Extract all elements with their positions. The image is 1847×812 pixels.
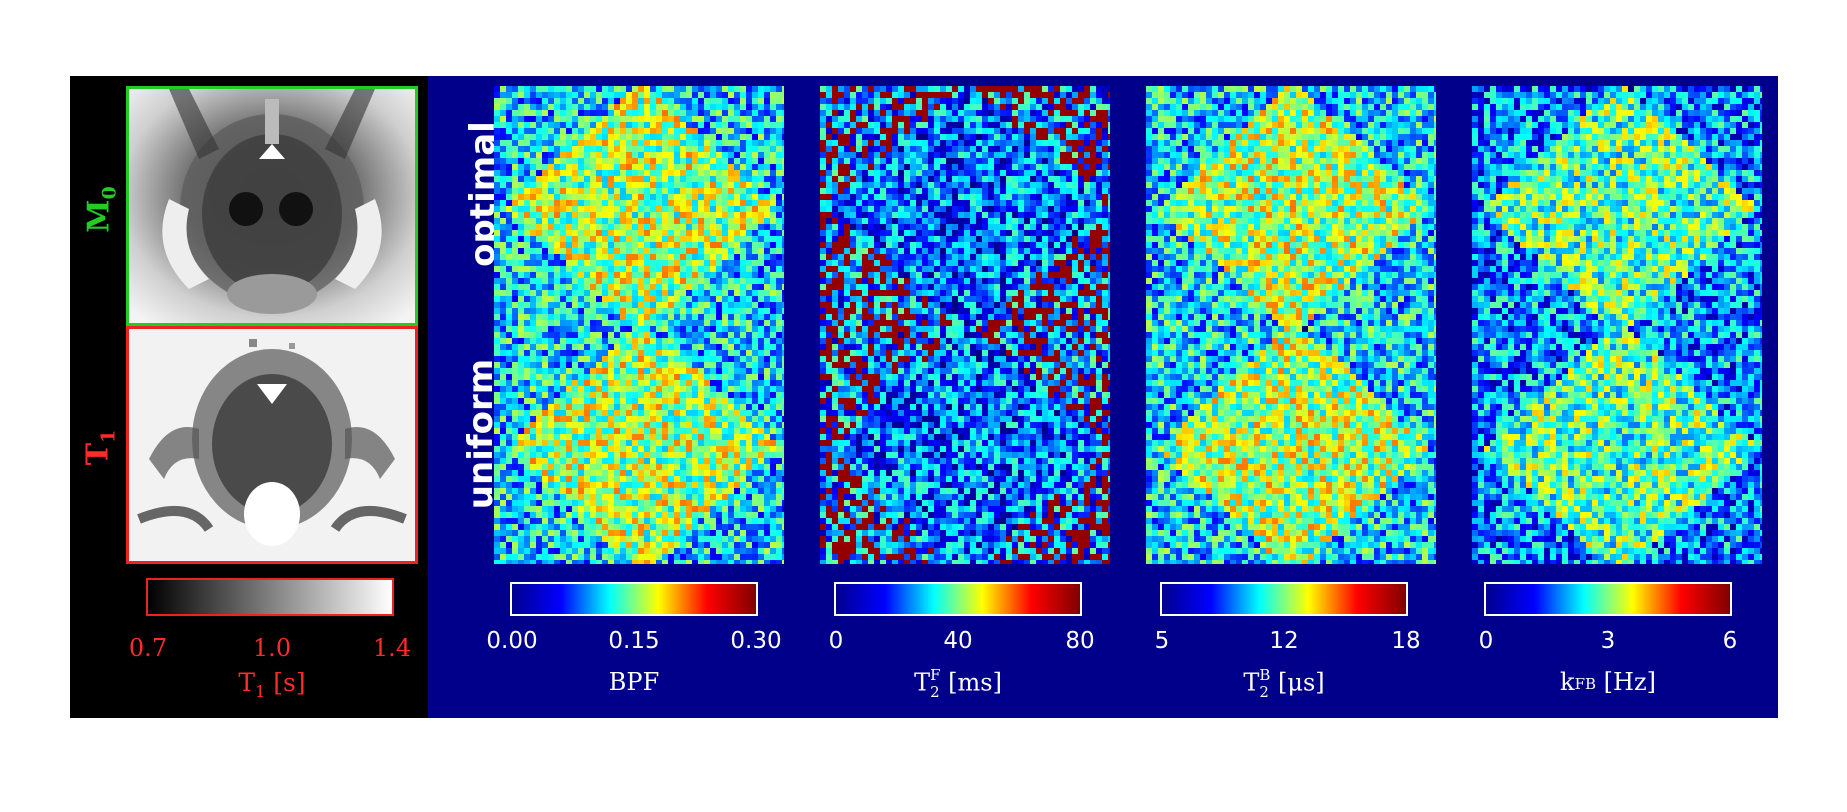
t2f-label-sup: F bbox=[930, 666, 941, 684]
m0-image bbox=[126, 86, 418, 326]
t1-colorbar bbox=[146, 578, 394, 616]
t1-label: T1 bbox=[80, 429, 120, 466]
kfb-colorbar-label: k FB [Hz] bbox=[1560, 668, 1656, 696]
t1-tick-max: 1.4 bbox=[372, 634, 412, 662]
t2b-label-units: [μs] bbox=[1270, 668, 1325, 697]
t2f-tick-0: 0 bbox=[828, 628, 844, 654]
bpf-colorbar-label: BPF bbox=[609, 668, 659, 696]
kfb-tick-1: 3 bbox=[1600, 628, 1616, 654]
t2b-label-main: T bbox=[1243, 668, 1260, 697]
kfb-tick-0: 0 bbox=[1478, 628, 1494, 654]
t2f-label-main: T bbox=[914, 668, 931, 697]
t2b-label-sup: B bbox=[1259, 666, 1271, 684]
t2b-label-sub: 2 bbox=[1259, 683, 1269, 701]
t2b-tick-1: 12 bbox=[1269, 628, 1299, 654]
kfb-tick-2: 6 bbox=[1722, 628, 1738, 654]
bpf-colorbar bbox=[510, 582, 758, 616]
t1-tick-min: 0.7 bbox=[128, 634, 168, 662]
t2f-tick-1: 40 bbox=[943, 628, 973, 654]
t2f-map bbox=[820, 86, 1110, 564]
t2b-tick-0: 5 bbox=[1154, 628, 1170, 654]
kfb-map bbox=[1472, 86, 1762, 564]
t2f-tick-2: 80 bbox=[1065, 628, 1095, 654]
m0-label: M0 bbox=[81, 186, 121, 233]
bpf-tick-2: 0.30 bbox=[730, 628, 782, 654]
t2f-label-units: [ms] bbox=[940, 668, 1002, 697]
bpf-tick-1: 0.15 bbox=[608, 628, 660, 654]
kfb-label-units: [Hz] bbox=[1596, 668, 1656, 696]
t2b-colorbar bbox=[1160, 582, 1408, 616]
kfb-colorbar bbox=[1484, 582, 1732, 616]
t2b-tick-2: 18 bbox=[1391, 628, 1421, 654]
bpf-label-main: BPF bbox=[608, 668, 660, 696]
kfb-label-main: k bbox=[1560, 668, 1575, 696]
t1-image bbox=[126, 326, 418, 564]
kfb-label-sub: FB bbox=[1574, 675, 1597, 693]
t2f-colorbar bbox=[834, 582, 1082, 616]
bpf-tick-0: 0.00 bbox=[486, 628, 538, 654]
t1-tick-mid: 1.0 bbox=[252, 634, 292, 662]
bpf-map bbox=[494, 86, 784, 564]
t1-colorbar-label: T1 [s] bbox=[238, 668, 306, 701]
t2f-label-sub: 2 bbox=[930, 683, 940, 701]
t2b-map bbox=[1146, 86, 1436, 564]
